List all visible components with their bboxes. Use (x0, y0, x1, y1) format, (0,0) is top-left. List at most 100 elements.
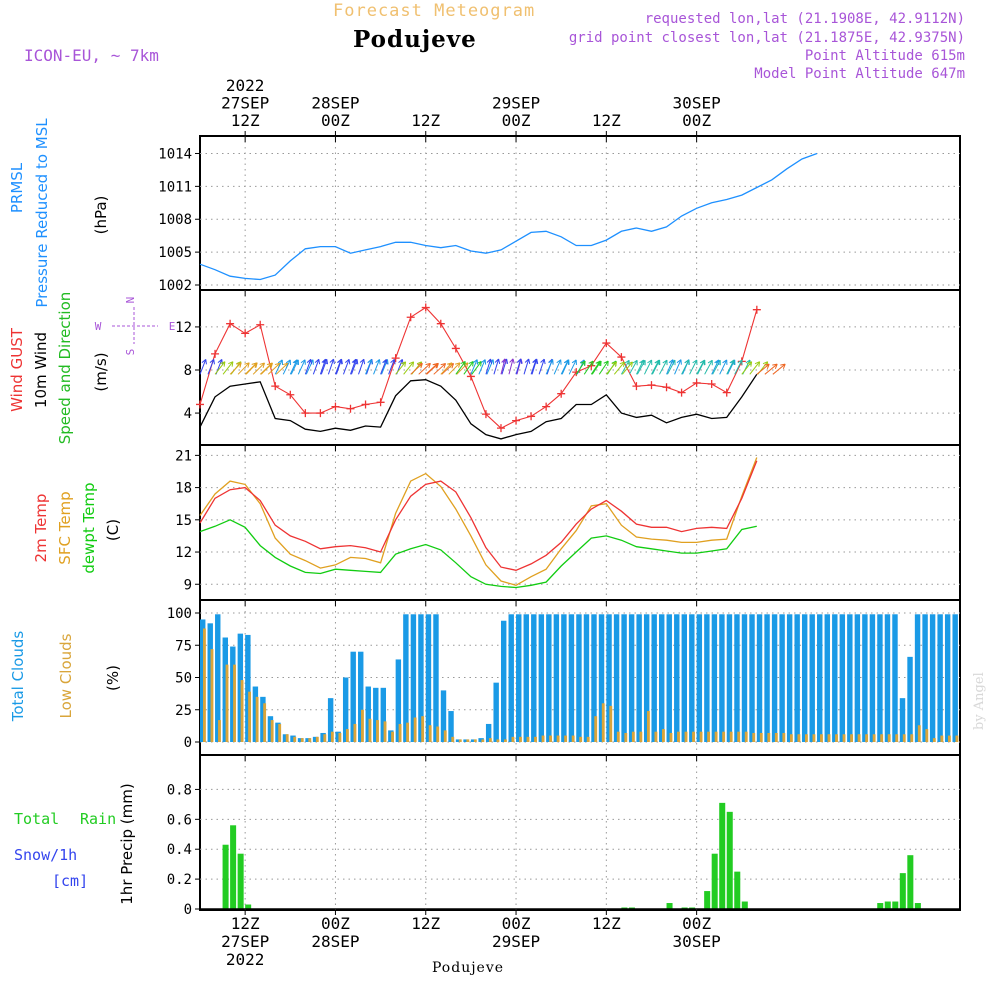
wind-direction-arrow (312, 359, 320, 375)
wind-direction-arrow (575, 360, 586, 375)
low-clouds-bar (466, 739, 470, 742)
low-clouds-bar (586, 736, 590, 742)
wind-direction-arrow (380, 359, 387, 375)
wind-arrow-head (595, 360, 601, 367)
precip-tick-label: 0.4 (167, 842, 192, 858)
wind-direction-arrow (304, 359, 312, 375)
rain-bar (726, 811, 733, 909)
wind-direction-arrow (772, 363, 786, 375)
low-clouds-bar (737, 731, 741, 742)
wind-direction-arrow (214, 361, 226, 375)
bottom-time-label: 12Z (411, 914, 440, 933)
wind-direction-arrow (418, 363, 431, 375)
wind-arrow-head (676, 359, 682, 365)
top-time-label: 30SEP (673, 94, 721, 113)
low-clouds-bar (300, 738, 304, 742)
wind-direction-arrow (456, 362, 469, 375)
bottom-time-label: 27SEP (221, 932, 269, 951)
total-clouds-bar (222, 637, 228, 742)
wind-arrow-head (540, 358, 546, 365)
wind-arrow-head (632, 359, 638, 366)
total-clouds-bar (290, 735, 296, 742)
low-clouds-bar (692, 731, 695, 742)
total-clouds-bar (252, 686, 259, 742)
low-clouds-bar (556, 735, 560, 742)
low-clouds-bar (752, 732, 756, 742)
low-clouds-bar (240, 680, 244, 742)
wind-direction-arrow (666, 359, 674, 375)
wind-arrow-head (417, 362, 423, 369)
low-clouds-bar (383, 721, 387, 742)
low-clouds-bar (722, 731, 726, 742)
low-clouds-bar (639, 731, 643, 742)
total-clouds-bar (200, 619, 206, 742)
snow-label: Snow/1h (14, 846, 77, 864)
rain-bar (245, 904, 252, 909)
temp-tick-label: 12 (175, 545, 192, 561)
total-clouds-bar (643, 614, 650, 742)
low-clouds-bar (315, 736, 319, 742)
precip-tick-label: 0 (184, 902, 192, 918)
rain-bar (666, 903, 673, 909)
temp-tick-label: 18 (175, 481, 192, 497)
total-clouds-bar (899, 698, 906, 742)
low-clouds-bar (488, 738, 492, 742)
wind-direction-arrow (425, 363, 438, 375)
bottom-time-label: 2022 (226, 950, 265, 969)
total-clouds-bar (606, 614, 612, 742)
wind-tick-label: 8 (184, 363, 192, 379)
wind-gust-marker (632, 382, 641, 391)
low-clouds-bar (917, 725, 921, 742)
wind-arrow-head (408, 361, 415, 367)
total-clouds-bar (553, 614, 560, 742)
wind-arrow-head (722, 359, 728, 365)
total-clouds-bar (771, 614, 778, 742)
wind-direction-arrow (674, 359, 682, 375)
low-clouds-bar (458, 739, 462, 742)
total-clouds-bar (523, 614, 529, 742)
wind-arrow-head (772, 363, 778, 369)
wind-direction-arrow (696, 359, 705, 375)
total-clouds-bar (297, 738, 304, 742)
wind-unit: (m/s) (92, 352, 110, 391)
wind-gust-marker (451, 344, 460, 353)
wind-arrow-head (516, 358, 523, 365)
low-clouds-bar (616, 731, 620, 742)
wind-direction-arrow (651, 359, 660, 375)
wind-gust-marker (361, 400, 370, 409)
wind-arrow-head (509, 358, 515, 364)
total-clouds-bar (260, 696, 266, 742)
low-clouds-bar (421, 716, 425, 742)
wind-gust-marker (196, 400, 204, 409)
clouds-tick-label: 100 (167, 606, 192, 622)
wind-direction-arrow (358, 359, 365, 375)
total-clouds-bar (568, 614, 575, 742)
wind-gust-marker (256, 320, 265, 329)
bottom-time-label: 12Z (592, 914, 621, 933)
wind-arrow-head (639, 359, 645, 366)
low-clouds-bar (481, 739, 485, 742)
wind-gust-marker (406, 313, 415, 322)
low-clouds-bar (955, 735, 959, 742)
wind-direction-arrow (485, 358, 492, 375)
low-clouds-bar (203, 628, 206, 742)
clouds-tick-label: 75 (175, 638, 192, 654)
wind-gust-marker (647, 381, 656, 390)
precip-tick-label: 0.6 (167, 812, 192, 828)
total-clouds-bar (576, 614, 582, 742)
wind-direction-arrow (327, 359, 335, 375)
wind-arrow-head (754, 361, 761, 367)
wind-direction-arrow (365, 359, 372, 375)
total-clouds-bar (914, 614, 921, 742)
wind-arrow-head (375, 359, 381, 365)
total-clouds-bar (320, 732, 326, 742)
wind-arrow-head (336, 358, 343, 365)
total-clouds-bar (741, 614, 748, 742)
low-clouds-bar (225, 664, 229, 742)
low-clouds-bar (263, 703, 267, 742)
low-clouds-bar (398, 723, 402, 742)
wind-gust-marker (752, 305, 761, 314)
rain-bar (914, 903, 921, 909)
wind-direction-arrow (583, 360, 594, 375)
wind-arrow-head (382, 359, 388, 365)
